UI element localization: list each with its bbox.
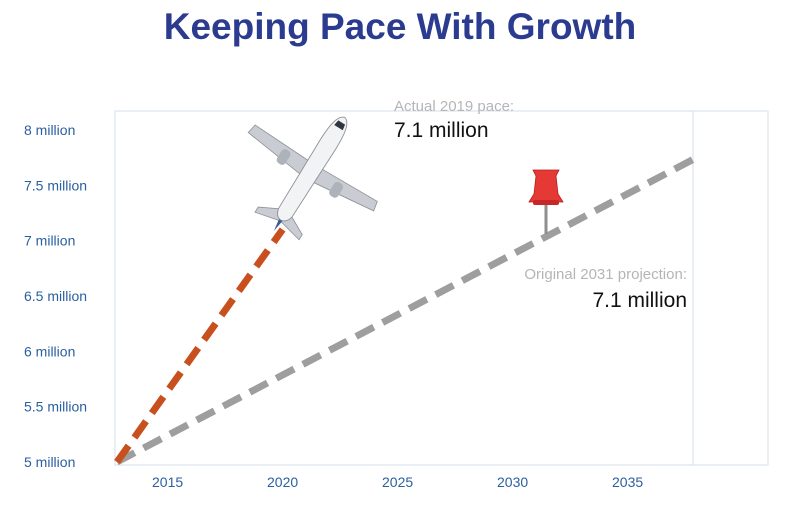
y-tick-label: 8 million — [24, 122, 75, 138]
x-tick-label: 2015 — [152, 474, 183, 490]
actual-pace-value: 7.1 million — [394, 119, 489, 142]
x-tick-label: 2035 — [612, 474, 643, 490]
x-tick-label: 2030 — [497, 474, 528, 490]
x-tick-label: 2025 — [382, 474, 413, 490]
chart-title: Keeping Pace With Growth — [163, 6, 637, 47]
pushpin-icon — [528, 169, 564, 234]
y-tick-label: 5.5 million — [24, 399, 87, 415]
y-tick-label: 7.5 million — [24, 177, 87, 193]
y-axis: 8 million 7.5 million 7 million 6.5 million… — [24, 122, 87, 470]
projection-label: Original 2031 projection: — [524, 266, 687, 283]
y-tick-label: 7 million — [24, 233, 75, 249]
x-tick-label: 2020 — [267, 474, 298, 490]
x-axis: 2015 2020 2025 2030 2035 — [152, 474, 643, 490]
projection-value: 7.1 million — [592, 289, 687, 312]
y-tick-label: 5 million — [24, 454, 75, 470]
projection-line — [115, 154, 699, 466]
y-tick-label: 6 million — [24, 343, 75, 359]
actual-pace-label: Actual 2019 pace: — [394, 98, 514, 115]
series-group — [114, 154, 699, 466]
y-tick-label: 6.5 million — [24, 288, 87, 304]
airplane-icon — [247, 116, 378, 241]
actual-pace-line — [114, 227, 286, 465]
